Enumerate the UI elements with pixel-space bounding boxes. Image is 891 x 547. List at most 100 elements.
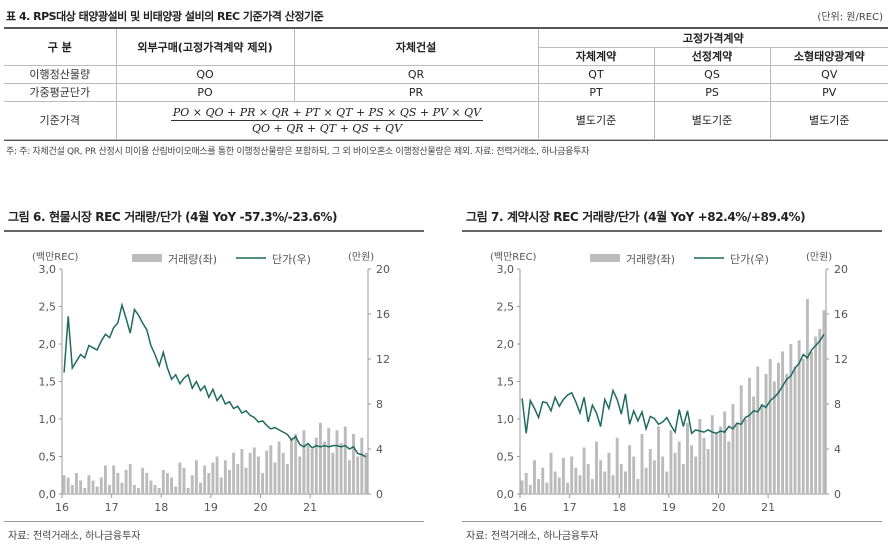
volume-bar <box>644 467 648 494</box>
y-left-tick-label: 0,5 <box>39 451 57 464</box>
volume-bar <box>677 441 681 494</box>
volume-bar <box>797 340 801 494</box>
volume-bar <box>545 482 549 494</box>
legend-volume-swatch <box>132 254 162 262</box>
volume-bar <box>541 467 545 494</box>
volume-bar <box>739 385 743 494</box>
cell-ps: PS <box>654 83 771 102</box>
volume-bar <box>236 464 240 494</box>
volume-bar <box>801 359 805 494</box>
table-unit: (단위: 원/REC) <box>817 12 883 23</box>
volume-bar <box>706 449 710 494</box>
y-left-tick-label: 1,5 <box>497 376 515 389</box>
volume-bar <box>310 449 314 494</box>
volume-bar <box>116 473 120 494</box>
volume-bar <box>578 475 582 494</box>
volume-bar <box>789 344 793 494</box>
volume-bar <box>743 419 747 494</box>
volume-bar <box>698 419 702 494</box>
volume-bar <box>748 377 751 494</box>
y-left-tick-label: 3,0 <box>497 263 515 276</box>
volume-bar <box>290 437 293 494</box>
price-line <box>63 302 367 458</box>
volume-bar <box>623 471 627 494</box>
volume-bar <box>327 428 331 494</box>
y-left-tick-label: 3,0 <box>39 263 57 276</box>
volume-bar <box>339 443 343 494</box>
volume-bar <box>79 480 83 494</box>
contract-market-chart: (백만REC) (만원) 0,0 0,5 1,0 1,5 2,0 2,5 3,0 0 4 8 12 16 2… <box>490 251 848 514</box>
y-left-tick-label: 0,0 <box>497 488 515 501</box>
volume-bar <box>248 452 252 494</box>
x-tick-label: 18 <box>154 501 168 514</box>
y-right-tick-label: 12 <box>376 353 390 366</box>
volume-bar <box>719 426 723 494</box>
volume-bar <box>62 475 66 494</box>
cell-small-solar-base: 별도기준 <box>770 101 888 140</box>
x-tick-label: 18 <box>612 501 626 514</box>
volume-bar <box>347 460 351 494</box>
volume-bar <box>294 434 298 494</box>
volume-bar <box>145 473 149 494</box>
volume-bar <box>557 477 561 494</box>
formula-denominator: QO + QR + QT + QS + QV <box>251 121 403 135</box>
left-axis-label: (백만REC) <box>32 251 79 263</box>
cell-qv: QV <box>770 65 888 84</box>
volume-bar <box>137 488 140 494</box>
y-right-tick-label: 8 <box>834 398 841 411</box>
y-right-tick-label: 16 <box>834 308 848 321</box>
volume-bar <box>686 422 689 494</box>
volume-bar <box>352 434 355 494</box>
cell-qr: QR <box>294 65 539 84</box>
figure-6-title-rule <box>4 230 424 232</box>
volume-bar <box>793 366 797 494</box>
volume-bar <box>232 452 236 494</box>
left-axis-label: (백만REC) <box>490 251 537 263</box>
volume-bar <box>772 381 776 494</box>
volume-bar <box>776 362 780 494</box>
header-selection-contract: 선정계약 <box>654 47 771 66</box>
volume-bar <box>165 473 169 494</box>
y-right-tick-label: 20 <box>834 263 848 276</box>
y-left-tick-label: 2,5 <box>39 301 57 314</box>
volume-bar <box>70 485 74 494</box>
x-tick-label: 19 <box>204 501 218 514</box>
y-left-tick-label: 1,0 <box>39 413 57 426</box>
y-left-tick-label: 2,0 <box>497 338 515 351</box>
cell-pt: PT <box>538 83 655 102</box>
volume-bar <box>178 462 182 494</box>
y-left-tick-label: 0,0 <box>39 488 57 501</box>
volume-bar <box>636 479 640 494</box>
volume-bar <box>161 470 165 494</box>
volume-bar <box>360 437 364 494</box>
volume-bar <box>302 430 306 494</box>
y-right-tick-label: 12 <box>834 353 848 366</box>
spot-market-chart: (백만REC) (만원) 0,0 0,5 1,0 1,5 2,0 2,5 3,0 0 4 8 12 16 2… <box>32 251 390 514</box>
volume-bar <box>182 467 186 494</box>
volume-bar <box>132 485 136 494</box>
volume-bar <box>194 460 198 494</box>
volume-bar <box>261 473 265 494</box>
volume-bar <box>810 351 813 494</box>
volume-bar <box>520 480 524 494</box>
header-small-solar-contract: 소형태양광계약 <box>770 47 888 66</box>
volume-bar <box>356 456 360 494</box>
volume-bar <box>141 467 145 494</box>
figure-7-source: 자료: 전력거래소, 하나금융투자 <box>466 531 599 542</box>
volume-bar <box>103 465 107 494</box>
row-label-avg-price: 가중평균단가 <box>4 83 117 102</box>
volume-bar <box>240 449 244 494</box>
x-tick-label: 17 <box>563 501 577 514</box>
x-tick-label: 21 <box>761 501 775 514</box>
row-label-base-price: 기준가격 <box>4 101 117 140</box>
volume-bar <box>75 473 78 494</box>
volume-bar <box>186 488 190 494</box>
volume-bar <box>710 415 714 494</box>
volume-bar <box>628 445 632 494</box>
volume-bar <box>203 465 207 494</box>
volume-bar <box>768 359 772 494</box>
legend-volume-label: 거래량(좌) <box>626 253 675 266</box>
figure-7-title: 그림 7. 계약시장 REC 거래량/단가 (4월 YoY +82.4%/+89… <box>466 210 806 224</box>
cell-qo: QO <box>116 65 295 84</box>
formula-fraction: PO × QO + PR × QR + PT × QT + PS × QS + … <box>170 106 484 135</box>
